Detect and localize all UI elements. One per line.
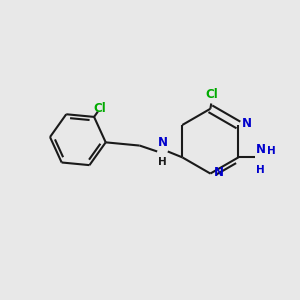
Text: Cl: Cl bbox=[94, 102, 106, 115]
Text: Cl: Cl bbox=[206, 88, 218, 100]
Text: N: N bbox=[242, 117, 252, 130]
Text: H: H bbox=[267, 146, 276, 156]
Text: H: H bbox=[158, 158, 167, 167]
Text: H: H bbox=[256, 165, 265, 175]
Text: N: N bbox=[158, 136, 167, 149]
Text: N: N bbox=[214, 166, 224, 178]
Text: N: N bbox=[256, 143, 266, 156]
